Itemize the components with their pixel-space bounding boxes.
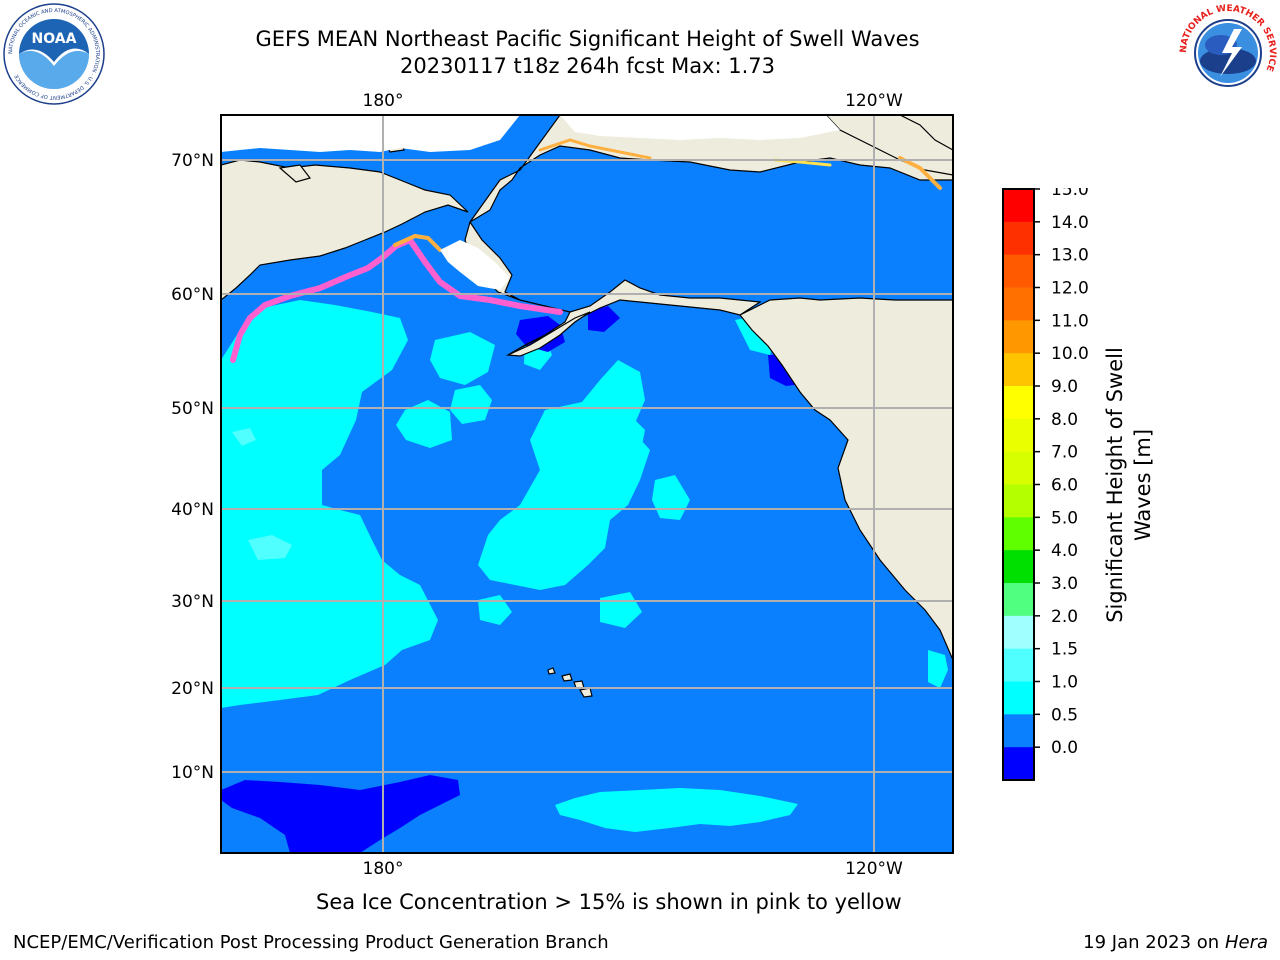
colorbar-swatch — [1003, 287, 1034, 321]
lon-label-bottom-180: 180° — [363, 859, 404, 879]
colorbar-swatch — [1003, 386, 1034, 420]
graticule — [221, 115, 953, 853]
colorbar-tick-label: 14.0 — [1051, 213, 1089, 233]
colorbar-swatch — [1003, 189, 1034, 223]
colorbar-swatch — [1003, 747, 1034, 781]
lon-label-top-180: 180° — [363, 91, 404, 111]
colorbar-swatch — [1003, 517, 1034, 551]
colorbar-swatch — [1003, 353, 1034, 387]
colorbar-label-line1: Significant Height of Swell — [1103, 347, 1127, 623]
colorbar-tick-label: 3.0 — [1051, 574, 1078, 594]
lat-label-20n: 20°N — [171, 679, 214, 699]
colorbar-label: Significant Height of Swell Waves [m] — [1103, 347, 1155, 623]
colorbar-swatch — [1003, 550, 1034, 584]
nws-logo: NATIONAL WEATHER SERVICE — [1179, 4, 1277, 101]
colorbar-tick-label: 15.0 — [1051, 188, 1089, 200]
lon-label-top-120w: 120°W — [845, 91, 903, 111]
colorbar-swatch — [1003, 221, 1034, 256]
lon-label-bottom-120w: 120°W — [845, 859, 903, 879]
swell-1.5-2m-regions — [232, 428, 292, 560]
colorbar-tick-label: 0.0 — [1051, 738, 1078, 758]
lat-label-30n: 30°N — [171, 592, 214, 612]
no-data-region — [221, 115, 840, 290]
colorbar-tick-label: 6.0 — [1051, 476, 1078, 496]
footer-date: 19 Jan 2023 on Hera — [1083, 932, 1268, 953]
colorbar-swatch — [1003, 451, 1034, 485]
colorbar-tick-label: 0.5 — [1051, 705, 1078, 725]
colorbar-tick-label: 9.0 — [1051, 377, 1078, 397]
colorbar-swatch — [1003, 681, 1034, 715]
colorbar-tick-label: 2.0 — [1051, 607, 1078, 627]
footer-date-text: 19 Jan 2023 on — [1083, 932, 1225, 953]
colorbar-swatch — [1003, 583, 1034, 617]
colorbar-swatch — [1003, 418, 1034, 453]
colorbar-swatch — [1003, 320, 1034, 354]
colorbar-tick-label: 12.0 — [1051, 279, 1089, 299]
colorbar: 15.0 14.0 13.0 12.0 11.0 10.0 9.0 8.0 7.0 6.0 5.0 4… — [1002, 188, 1089, 781]
colorbar-tick-label: 13.0 — [1051, 246, 1089, 266]
colorbar-swatch — [1003, 714, 1034, 748]
lat-label-50n: 50°N — [171, 399, 214, 419]
colorbar-tick-label: 8.0 — [1051, 410, 1078, 430]
colorbar-swatch — [1003, 615, 1034, 650]
colorbar-tick-label: 7.0 — [1051, 443, 1078, 463]
lat-label-40n: 40°N — [171, 500, 214, 520]
colorbar-tick-label: 1.5 — [1051, 640, 1078, 660]
colorbar-swatch — [1003, 484, 1034, 518]
sea-ice-fringe — [230, 138, 942, 363]
colorbar-tick-label: 1.0 — [1051, 673, 1078, 693]
colorbar-label-line2: Waves [m] — [1131, 429, 1155, 541]
lat-label-60n: 60°N — [171, 285, 214, 305]
footer-credit: NCEP/EMC/Verification Post Processing Pr… — [13, 932, 609, 953]
map-title: GEFS MEAN Northeast Pacific Significant … — [255, 27, 920, 51]
colorbar-tick-label: 10.0 — [1051, 344, 1089, 364]
noaa-logo: NOAA NATIONAL OCEANIC AND ATMOSPHERIC AD… — [3, 3, 105, 105]
colorbar-tick-label: 5.0 — [1051, 508, 1078, 528]
map-subtitle: 20230117 t18z 264h fcst Max: 1.73 — [400, 54, 775, 78]
swell-0-0.5m-regions — [221, 306, 802, 853]
colorbar-tick-label: 11.0 — [1051, 311, 1089, 331]
colorbar-tick-label: 4.0 — [1051, 541, 1078, 561]
footer-host: Hera — [1224, 932, 1268, 953]
sea-ice-note: Sea Ice Concentration > 15% is shown in … — [316, 890, 902, 914]
lat-label-70n: 70°N — [171, 151, 214, 171]
colorbar-swatch — [1003, 648, 1034, 682]
svg-text:NOAA: NOAA — [32, 31, 77, 47]
colorbar-swatch — [1003, 254, 1034, 288]
lat-label-10n: 10°N — [171, 763, 214, 783]
map-frame — [220, 114, 954, 854]
